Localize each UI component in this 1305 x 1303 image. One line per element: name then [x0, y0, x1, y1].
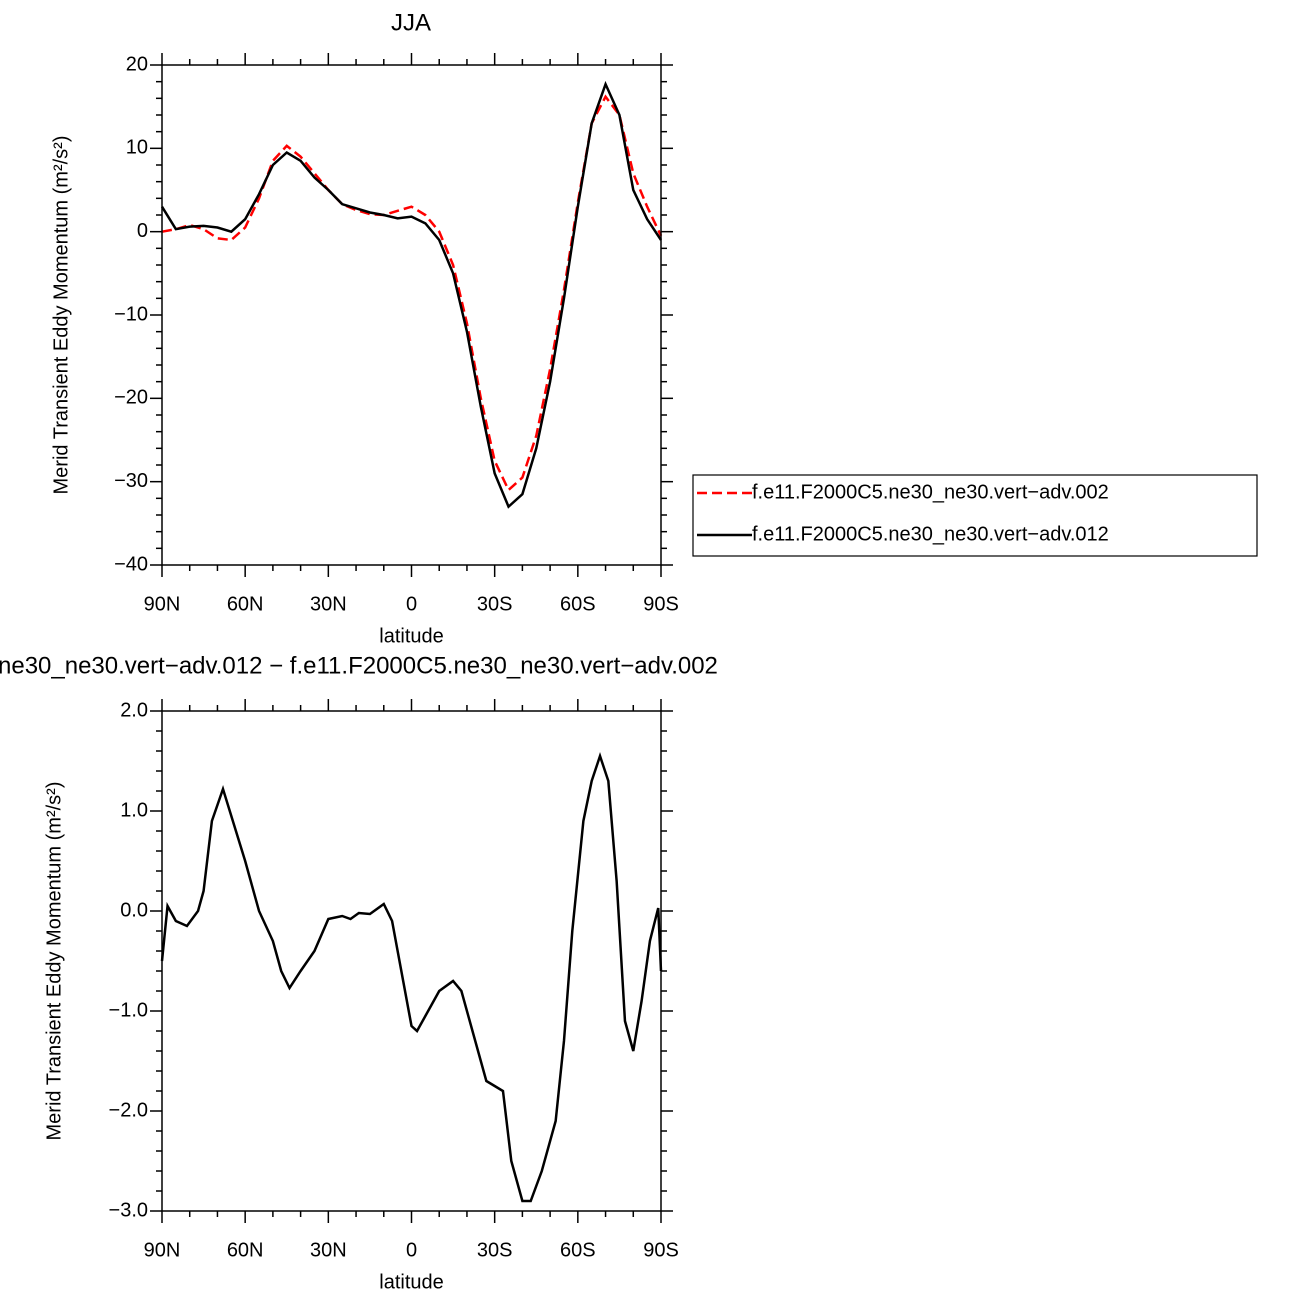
y-tick-label: 10: [126, 137, 148, 159]
plot-frame: [161, 710, 662, 1212]
y-tick-label: 20: [126, 53, 148, 75]
x-tick-label: 60N: [227, 593, 264, 615]
x-tick-label: 0: [406, 593, 417, 615]
chart-title: JJA: [391, 9, 431, 36]
x-axis-label: latitude: [379, 625, 444, 647]
x-tick-label: 30S: [477, 1239, 513, 1261]
y-tick-label: 0: [137, 220, 148, 242]
y-axis-label: Merid Transient Eddy Momentum (m²/s²): [43, 782, 65, 1141]
x-tick-label: 90N: [144, 593, 181, 615]
y-tick-label: 0.0: [120, 899, 148, 921]
y-tick-label: 1.0: [120, 799, 148, 821]
y-tick-label: −20: [114, 387, 148, 409]
series-line: [161, 94, 663, 493]
y-axis-label: Merid Transient Eddy Momentum (m²/s²): [50, 136, 72, 495]
legend-label: f.e11.F2000C5.ne30_ne30.vert−adv.002: [752, 481, 1109, 503]
y-tick-label: −40: [114, 553, 148, 575]
x-tick-label: 60S: [560, 1239, 596, 1261]
x-tick-label: 90N: [144, 1239, 181, 1261]
y-tick-label: 2.0: [120, 699, 148, 721]
series-line: [160, 80, 663, 509]
x-tick-label: 60N: [227, 1239, 264, 1261]
x-tick-label: 90S: [643, 1239, 679, 1261]
y-tick-label: −2.0: [109, 1099, 148, 1121]
x-tick-label: 30N: [310, 593, 347, 615]
x-axis-label: latitude: [379, 1271, 444, 1293]
y-tick-label: −1.0: [109, 999, 148, 1021]
x-tick-label: 90S: [643, 593, 679, 615]
plot-frame: [161, 64, 662, 566]
legend-box: [692, 474, 1258, 557]
x-tick-label: 0: [406, 1239, 417, 1261]
y-tick-label: −30: [114, 470, 148, 492]
series-line: [160, 752, 663, 1203]
x-tick-label: 30S: [477, 593, 513, 615]
legend-label: f.e11.F2000C5.ne30_ne30.vert−adv.012: [752, 523, 1109, 545]
chart-title: ne30_ne30.vert−adv.012 − f.e11.F2000C5.n…: [0, 652, 718, 679]
y-tick-label: −3.0: [109, 1199, 148, 1221]
x-tick-label: 30N: [310, 1239, 347, 1261]
y-tick-label: −10: [114, 303, 148, 325]
x-tick-label: 60S: [560, 593, 596, 615]
